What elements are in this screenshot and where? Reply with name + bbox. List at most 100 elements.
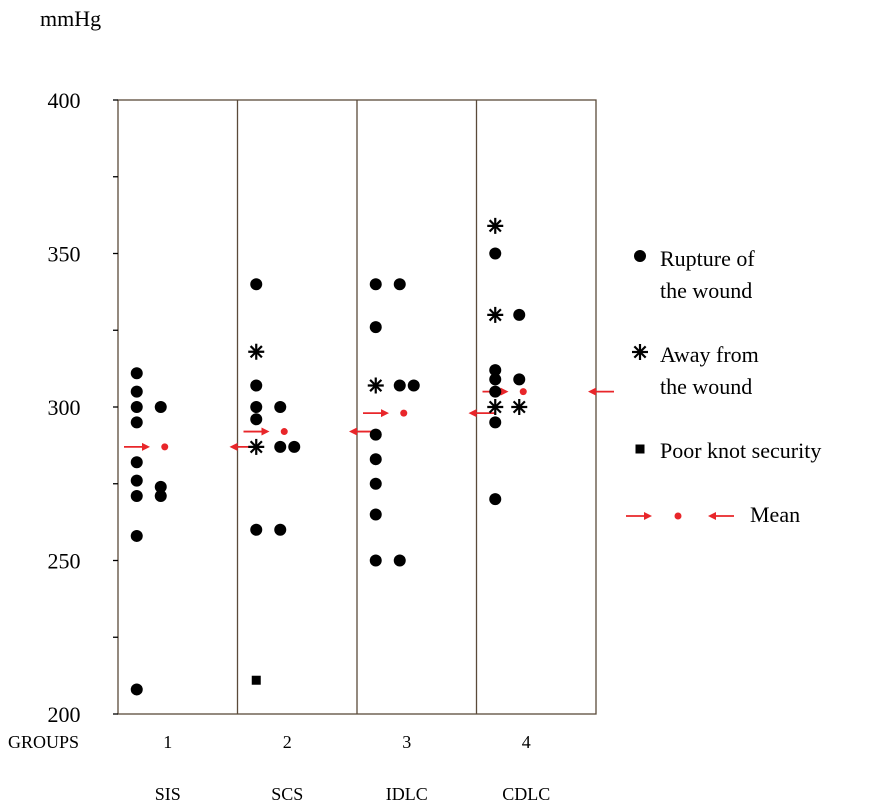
rupture-point	[250, 523, 263, 536]
mean-arrow-head	[381, 409, 389, 418]
rupture-point	[130, 490, 143, 503]
legend-rupture-label: Rupture of the wound	[660, 246, 755, 303]
rupture-point	[250, 278, 263, 291]
rupture-point	[154, 490, 167, 503]
star-stroke	[249, 440, 263, 454]
group-number-label: 3	[402, 732, 411, 752]
legend-rupture-symbol	[634, 250, 646, 262]
away-point	[487, 217, 504, 234]
star-stroke	[488, 219, 502, 233]
group-name-label: SCS	[271, 784, 303, 804]
legend: Rupture of the wound Away from the wound Poo…	[626, 246, 821, 527]
away-point	[511, 399, 528, 415]
group-number-label: 4	[522, 732, 531, 752]
rupture-point	[130, 529, 143, 542]
poor-knot-point	[251, 675, 261, 685]
rupture-point	[489, 364, 502, 377]
mean-arrow-left	[363, 409, 389, 418]
mean-arrow-right	[468, 409, 495, 418]
rupture-point	[489, 493, 502, 506]
mean-arrow-head	[349, 427, 357, 436]
away-point	[248, 438, 265, 455]
rupture-point	[393, 278, 406, 291]
rupture-point	[393, 554, 406, 567]
y-tick-label: 350	[48, 242, 81, 267]
rupture-point	[250, 379, 263, 392]
legend-poor-knot-label: Poor knot security	[660, 438, 821, 463]
plot-frame	[117, 99, 597, 715]
rupture-point	[130, 474, 143, 487]
legend-mean-arrow-left	[626, 512, 652, 520]
mean-arrow-head	[588, 387, 596, 396]
away-point	[487, 399, 504, 415]
star-stroke	[512, 400, 526, 414]
rupture-point	[393, 379, 406, 392]
group-name-label: SIS	[155, 784, 181, 804]
legend-mean-arrow-right	[708, 512, 734, 520]
rupture-point	[154, 401, 167, 413]
away-point	[367, 377, 384, 394]
group-number-label: 2	[283, 732, 292, 752]
rupture-point	[250, 401, 263, 413]
star-stroke	[488, 308, 502, 322]
group-name-label: CDLC	[502, 784, 550, 804]
away-point	[487, 306, 504, 323]
mean-arrow-head	[644, 512, 652, 520]
mean-arrow-head	[142, 442, 150, 451]
y-tick-label: 200	[48, 702, 81, 727]
rupture-point	[513, 308, 526, 321]
legend-away-symbol	[632, 344, 648, 360]
mean-dot	[519, 388, 527, 396]
rupture-point	[274, 523, 287, 536]
away-point	[248, 343, 265, 360]
y-tick-label: 250	[48, 549, 81, 574]
mean-arrow-head	[500, 387, 509, 396]
y-tick-label: 300	[48, 395, 81, 420]
rupture-point	[369, 554, 382, 567]
y-tick-label: 400	[48, 88, 81, 113]
rupture-point	[489, 385, 502, 398]
rupture-point	[130, 456, 143, 469]
star-stroke	[633, 345, 647, 359]
rupture-point	[369, 477, 382, 490]
star-stroke	[488, 400, 502, 414]
rupture-point	[288, 440, 301, 453]
rupture-point	[369, 278, 382, 291]
mean-dot	[161, 443, 169, 451]
group-name-label: IDLC	[386, 784, 428, 804]
rupture-point	[489, 373, 502, 386]
y-axis: 200 250 300 350 400	[48, 88, 118, 727]
legend-away-label: Away from the wound	[660, 342, 759, 399]
rupture-point	[130, 416, 143, 429]
rupture-point	[369, 428, 382, 441]
rupture-point	[489, 247, 502, 260]
mean-arrow-head	[468, 409, 477, 418]
mean-arrow-head	[261, 427, 270, 436]
rupture-point	[130, 385, 143, 398]
rupture-point	[154, 480, 167, 493]
mean-markers	[124, 387, 614, 451]
legend-mean-label: Mean	[750, 502, 800, 527]
rupture-point	[250, 413, 263, 426]
rupture-point	[130, 683, 143, 696]
x-axis-label: GROUPS	[8, 732, 79, 752]
y-axis-label: mmHg	[40, 6, 101, 31]
legend-poor-knot-symbol	[635, 444, 645, 454]
rupture-point	[130, 367, 143, 380]
x-axis-group-labels: 1 SIS 2 SCS 3 IDLC 4 CDLC	[155, 732, 551, 804]
mean-arrow-right	[588, 387, 614, 396]
star-stroke	[369, 379, 383, 392]
rupture-point	[369, 453, 382, 466]
rupture-point	[513, 373, 526, 386]
rupture-point	[130, 401, 143, 413]
rupture-point	[274, 440, 287, 453]
rupture-point	[369, 508, 382, 521]
group-number-label: 1	[163, 732, 172, 752]
mean-arrow-left	[243, 427, 270, 436]
rupture-point	[369, 321, 382, 334]
rupture-point	[407, 379, 420, 392]
mean-dot	[400, 409, 408, 417]
legend-mean-dot	[674, 512, 682, 520]
